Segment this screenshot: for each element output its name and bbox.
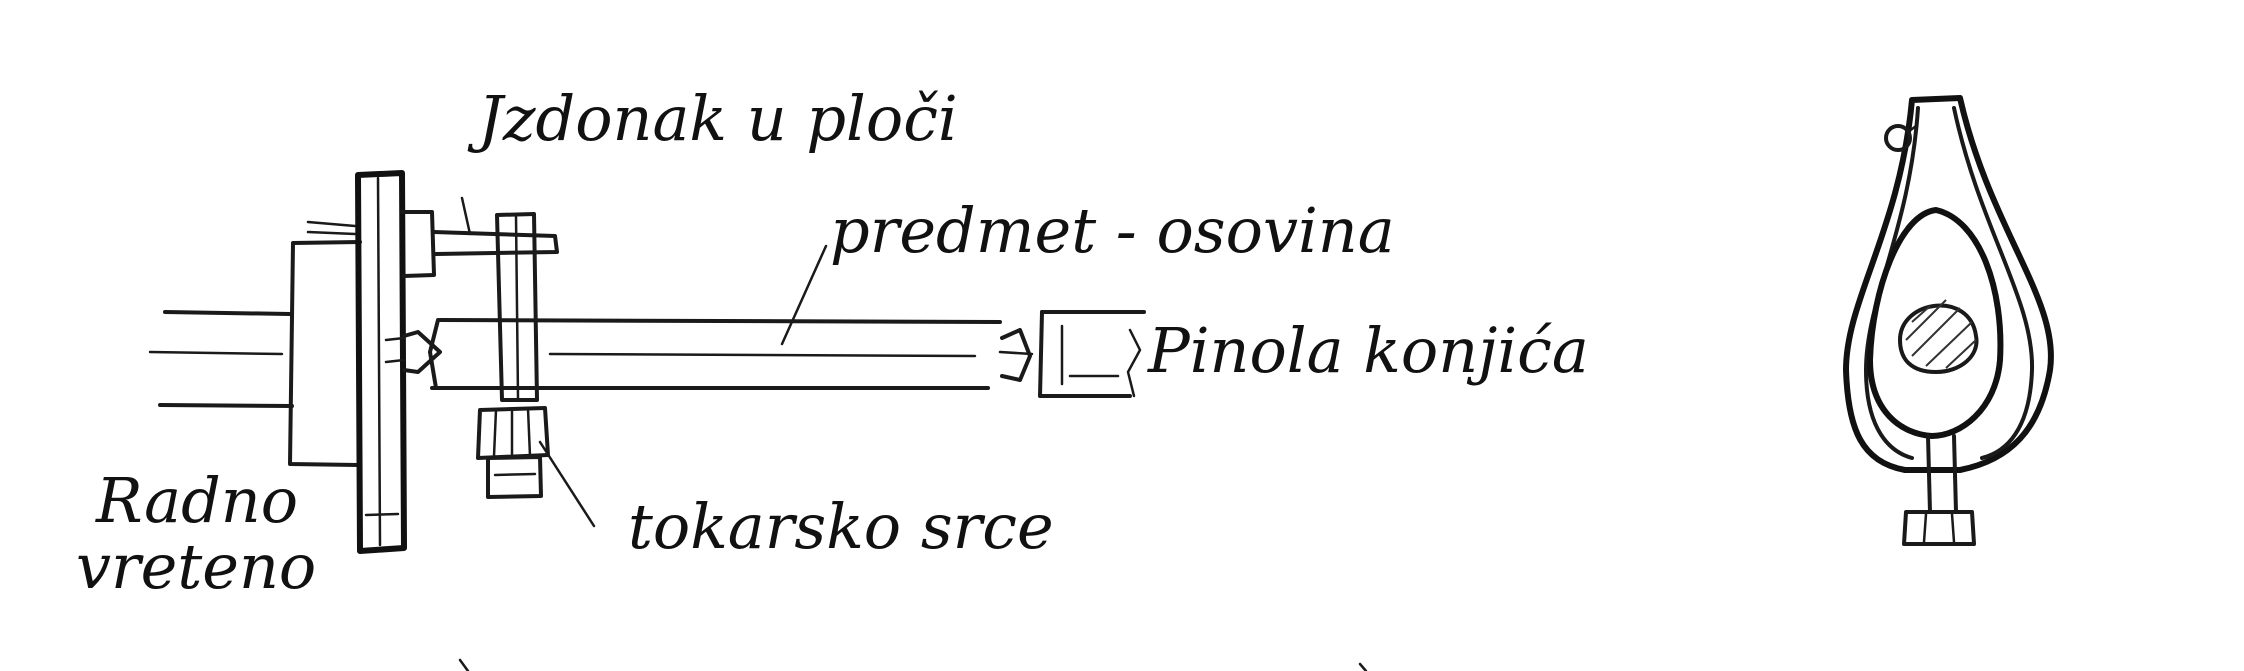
workpiece-shaft [428, 318, 1002, 390]
leader-lines [538, 244, 828, 528]
workpiece-section [1898, 299, 1979, 374]
tailstock-center [998, 328, 1034, 382]
face-plate [355, 170, 407, 554]
label-workpiece: predmet - osovina [830, 194, 1395, 267]
headstock-center [384, 330, 442, 374]
label-main-spindle-line1: Radno [95, 464, 298, 537]
label-main-spindle-line2: vreteno [76, 530, 316, 603]
tailstock-quill [1038, 310, 1146, 398]
main-spindle [148, 220, 362, 467]
label-tailstock-quill: Pinola konjića [1147, 314, 1589, 387]
side-view [148, 170, 1146, 554]
end-view [1843, 95, 2054, 546]
label-workpiece-holder: Jzdonak u ploči [467, 82, 958, 155]
lathe-dog [476, 212, 550, 499]
label-lathe-dog: tokarsko srce [628, 490, 1054, 563]
